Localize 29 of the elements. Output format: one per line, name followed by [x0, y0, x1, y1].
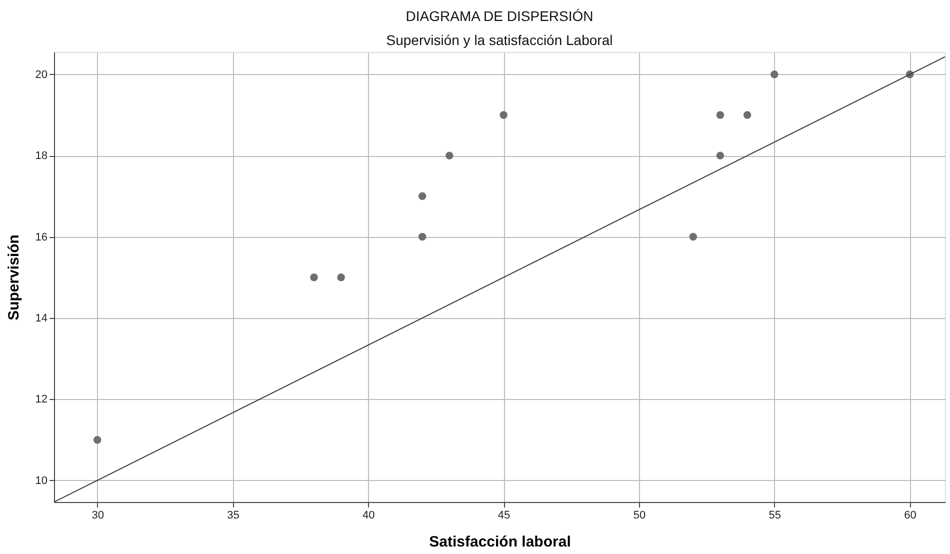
point: [418, 232, 426, 241]
x-tick-label: 35: [227, 510, 240, 522]
y-tick-label: 18: [35, 150, 48, 162]
y-tick-label: 10: [35, 474, 48, 487]
point: [689, 232, 698, 241]
y-tick-label: 14: [35, 312, 48, 325]
y-tick-label: 16: [35, 231, 48, 244]
x-tick-label: 55: [768, 510, 782, 522]
y-tick-label: 12: [35, 394, 48, 406]
x-tick-label: 50: [633, 510, 646, 522]
y-tick-label: 20: [35, 68, 48, 81]
point: [310, 274, 318, 282]
x-tick-label: 30: [92, 510, 104, 522]
point: [500, 111, 508, 119]
y-axis-title: Supervisión: [5, 234, 22, 320]
x-axis-title: Satisfacción laboral: [429, 534, 571, 550]
point: [716, 152, 724, 160]
point: [418, 192, 426, 200]
chart-subtitle: Supervisión y la satisfacción Laboral: [386, 32, 613, 48]
x-tick-label: 60: [904, 510, 916, 522]
point: [337, 274, 345, 282]
point: [446, 152, 454, 160]
point: [93, 436, 102, 444]
x-tick-label: 40: [362, 510, 375, 522]
point: [743, 111, 752, 119]
x-tick-label: 45: [498, 510, 510, 522]
point: [716, 111, 724, 119]
chart-title: DIAGRAMA DE DISPERSIÓN: [406, 8, 594, 24]
point: [770, 70, 778, 78]
